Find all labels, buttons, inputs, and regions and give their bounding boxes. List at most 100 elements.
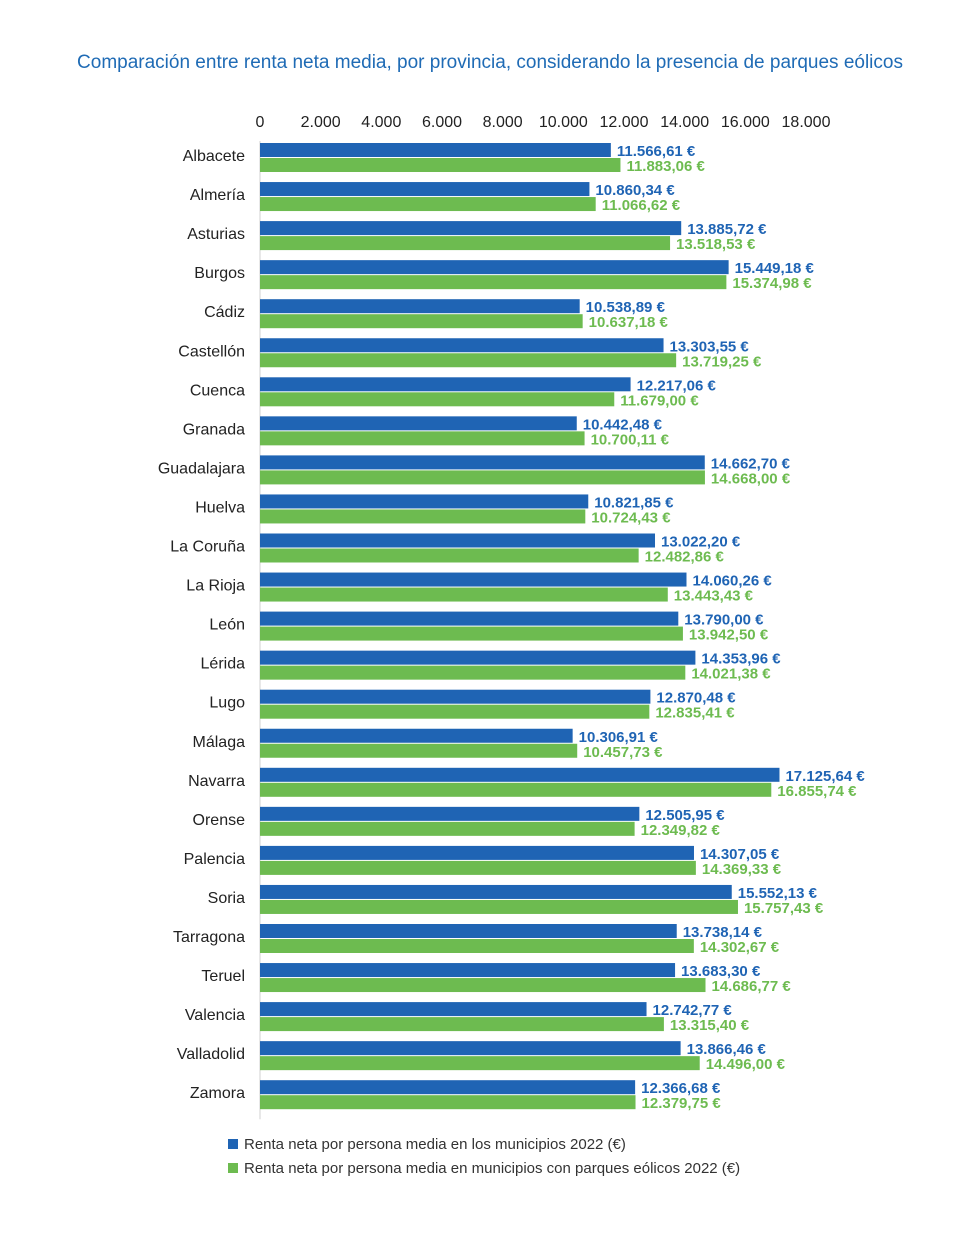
category-label: Cádiz [204,304,245,321]
data-label-series-2: 14.668,00 € [711,470,791,487]
bar-series-1 [260,143,611,157]
data-label-series-2: 10.637,18 € [589,314,669,331]
data-label-series-2: 14.302,67 € [700,939,780,956]
data-label-series-2: 14.686,77 € [711,978,791,995]
bar-series-2 [260,236,671,251]
bar-series-2 [260,1095,636,1110]
bar-series-2 [260,197,596,212]
data-label-series-1: 13.885,72 € [687,221,767,238]
category-label: Castellón [178,343,245,360]
data-label-series-1: 10.306,91 € [579,729,659,746]
x-tick-label: 4.000 [361,114,401,131]
x-tick-label: 18.000 [782,114,831,131]
x-tick-label: 12.000 [600,114,649,131]
bar-series-2 [260,470,705,485]
bar-series-1 [260,338,664,353]
category-label: Guadalajara [158,460,245,477]
data-label-series-2: 14.021,38 € [691,666,771,683]
data-label-series-2: 10.457,73 € [583,744,663,761]
data-label-series-2: 13.518,53 € [676,236,756,253]
data-label-series-2: 12.349,82 € [641,822,721,839]
data-label-series-1: 10.860,34 € [595,182,675,199]
data-label-series-1: 14.353,96 € [701,651,781,668]
bar-series-2 [260,158,621,172]
data-label-series-2: 13.315,40 € [670,1017,750,1034]
bar-series-2 [260,860,696,875]
bar-series-1 [260,611,679,626]
category-label: La Rioja [186,578,245,595]
bar-series-2 [260,821,635,836]
bar-series-1 [260,221,682,236]
bar-series-1 [260,845,694,860]
category-label: Zamora [190,1085,245,1102]
bar-series-2 [260,743,578,758]
data-label-series-2: 14.496,00 € [706,1056,786,1073]
category-label: Burgos [194,265,245,282]
legend-swatch-series-1 [228,1139,238,1149]
data-label-series-1: 15.449,18 € [735,260,815,277]
legend-item-series-1: Renta neta por persona media en los muni… [228,1132,740,1156]
bar-series-1 [260,260,729,275]
category-label: Orense [193,812,246,829]
legend-label-series-2: Renta neta por persona media en municipi… [244,1159,741,1177]
bar-series-1 [260,728,573,743]
data-label-series-2: 13.719,25 € [682,353,762,370]
data-label-series-1: 12.870,48 € [656,690,736,707]
bar-series-2 [260,1017,664,1032]
category-label: Soria [208,890,245,907]
data-label-series-1: 13.303,55 € [670,338,750,355]
data-label-series-1: 14.662,70 € [711,455,791,472]
category-label: Teruel [201,968,245,985]
category-label: Valencia [185,1007,245,1024]
data-label-series-1: 13.683,30 € [681,963,761,980]
bar-series-1 [260,884,732,899]
category-label: Tarragona [173,929,245,946]
bar-series-2 [260,939,694,953]
category-label: Navarra [188,773,245,790]
data-label-series-1: 12.366,68 € [641,1080,721,1097]
bar-series-2 [260,392,615,407]
bar-series-1 [260,182,590,197]
bar-series-2 [260,509,586,524]
bar-series-2 [260,665,686,680]
x-tick-label: 14.000 [660,114,709,131]
x-tick-label: 8.000 [483,114,523,131]
data-label-series-2: 12.379,75 € [642,1095,722,1112]
data-label-series-2: 13.443,43 € [674,588,754,605]
bar-series-1 [260,377,631,392]
bar-series-2 [260,704,650,719]
data-label-series-2: 15.374,98 € [732,275,812,292]
data-label-series-2: 10.700,11 € [591,431,670,448]
data-label-series-2: 10.724,43 € [591,509,671,526]
bar-series-2 [260,587,668,602]
data-label-series-1: 14.060,26 € [692,573,772,590]
data-label-series-1: 10.821,85 € [594,494,674,511]
data-label-series-2: 11.883,06 € [626,158,705,175]
data-label-series-2: 11.679,00 € [620,392,699,409]
bar-series-1 [260,455,705,470]
bar-series-1 [260,1002,647,1017]
bar-series-1 [260,416,577,431]
category-label: Cuenca [190,382,245,399]
bar-series-1 [260,533,656,548]
legend-item-series-2: Renta neta por persona media en municipi… [228,1156,740,1180]
bar-series-2 [260,548,639,563]
x-tick-label: 6.000 [422,114,462,131]
bar-series-2 [260,275,727,290]
bar-series-2 [260,899,738,914]
data-label-series-2: 13.942,50 € [689,627,769,644]
x-tick-label: 2.000 [301,114,341,131]
x-tick-label: 16.000 [721,114,770,131]
category-label: Albacete [183,148,245,165]
category-label: Palencia [184,851,245,868]
legend: Renta neta por persona media en los muni… [228,1132,740,1180]
bar-series-1 [260,806,640,821]
bar-series-2 [260,314,583,329]
bar-series-1 [260,767,780,782]
data-label-series-2: 12.482,86 € [645,549,725,566]
data-label-series-1: 10.442,48 € [583,416,663,433]
bar-series-1 [260,572,687,587]
bar-series-2 [260,1056,700,1071]
bar-series-1 [260,494,589,509]
data-label-series-1: 13.738,14 € [683,924,763,941]
